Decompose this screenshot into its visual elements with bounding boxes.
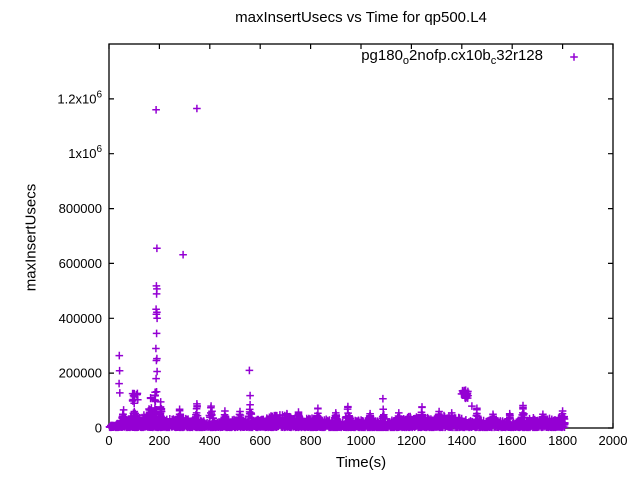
scatter-points [105, 104, 569, 432]
x-tick-label: 2000 [599, 433, 628, 448]
x-axis-title: Time(s) [335, 454, 387, 471]
legend-label: pg180o2nofp.cx10bc32r128 [361, 47, 543, 67]
x-tick-label: 1400 [447, 433, 476, 448]
x-tick-label: 1800 [548, 433, 577, 448]
y-tick-label: 1.2x106 [57, 89, 102, 106]
legend-marker-icon [570, 53, 578, 61]
y-tick-label: 600000 [59, 256, 102, 271]
legend-label-segment: pg180 [361, 47, 403, 64]
legend-label-segment: 32r128 [496, 47, 543, 64]
x-tick-label: 1600 [498, 433, 527, 448]
y-tick-label: 800000 [59, 201, 102, 216]
plot-border [108, 43, 614, 429]
y-tick-label: 200000 [59, 366, 102, 381]
legend-label-subscript: c [490, 55, 497, 67]
x-tick-label: 1200 [397, 433, 426, 448]
legend-label-subscript: o [402, 55, 410, 67]
y-tick-label: 1x106 [68, 144, 102, 161]
y-tick-label: 0 [95, 421, 102, 436]
x-tick-label: 1000 [347, 433, 376, 448]
x-tick-label: 400 [199, 433, 221, 448]
legend-entry: pg180o2nofp.cx10bc32r128 [361, 47, 543, 67]
x-tick-label: 200 [149, 433, 171, 448]
y-tick-label: 400000 [59, 311, 102, 326]
chart-title: maxInsertUsecs vs Time for qp500.L4 [235, 9, 487, 26]
x-tick-label: 0 [105, 433, 112, 448]
x-tick-label: 600 [249, 433, 271, 448]
legend-label-segment: 2nofp.cx10b [409, 47, 491, 64]
axis-ticks [108, 44, 614, 429]
x-tick-label: 800 [300, 433, 322, 448]
